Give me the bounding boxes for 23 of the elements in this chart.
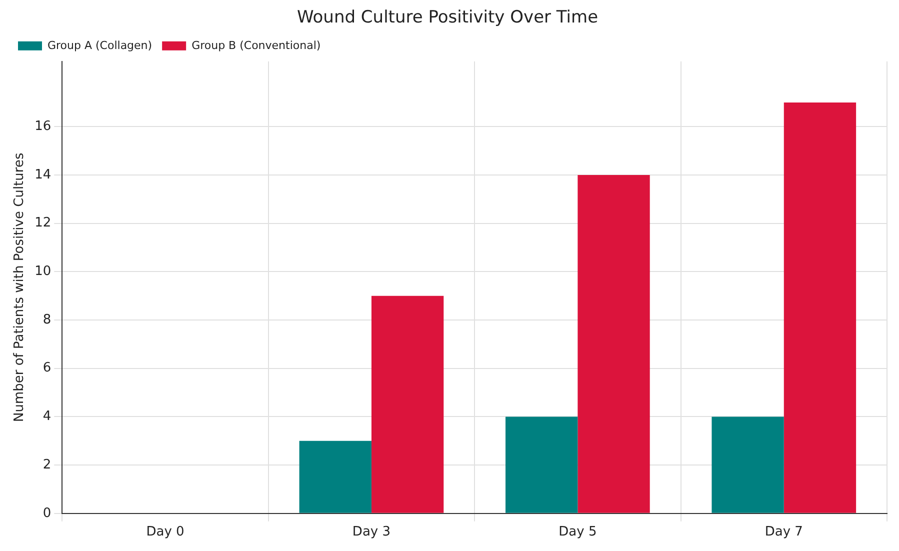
x-tick-label: Day 7 (764, 524, 803, 540)
bar (712, 416, 784, 513)
y-tick-label: 12 (34, 216, 52, 231)
bar (578, 175, 650, 513)
bar (299, 440, 372, 513)
y-tick-label: 14 (34, 167, 52, 182)
y-axis-title: Number of Patients with Positive Cultures (12, 152, 28, 422)
x-tick-label: Day 3 (352, 524, 391, 540)
y-tick-label: 0 (42, 506, 52, 521)
bar (784, 102, 856, 513)
chart-title: Wound Culture Positivity Over Time (296, 8, 598, 28)
x-tick-label: Day 5 (558, 524, 597, 540)
y-tick-label: 2 (42, 457, 52, 472)
bar (371, 296, 444, 513)
y-tick-label: 16 (34, 119, 52, 134)
y-tick-label: 8 (42, 312, 52, 328)
y-tick-label: 10 (34, 264, 52, 280)
x-tick-label: Day 0 (146, 524, 184, 540)
y-tick-label: 4 (42, 409, 52, 424)
legend-label: Group B (Conventional) (192, 38, 321, 52)
legend-label: Group A (Collagen) (48, 38, 152, 52)
y-tick-label: 6 (42, 360, 52, 376)
bar (506, 416, 578, 513)
